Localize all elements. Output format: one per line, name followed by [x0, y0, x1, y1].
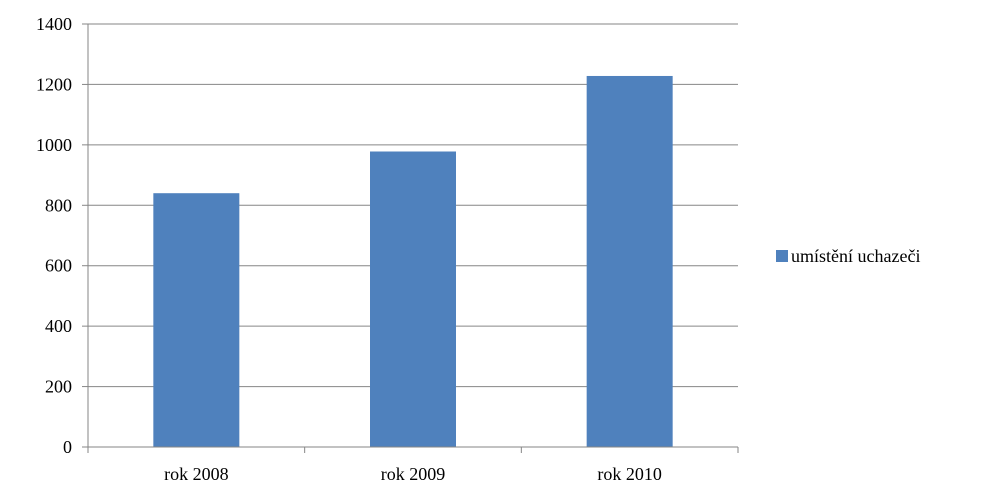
y-tick-label: 1200 [36, 74, 72, 94]
bar-rok-2009 [370, 151, 456, 448]
y-tick-label: 1000 [36, 135, 72, 155]
bar-rok-2010 [586, 75, 673, 448]
y-tick-label: 600 [45, 256, 72, 276]
x-tick-label: rok 2009 [381, 464, 446, 484]
y-tick-label: 1400 [36, 14, 72, 34]
bar-series [153, 75, 673, 448]
bar-rok-2008 [153, 193, 240, 447]
y-axis-ticks: 0 200 400 600 800 1000 1200 1400 [36, 14, 88, 457]
y-tick-label: 400 [45, 316, 72, 336]
y-tick-label: 0 [63, 437, 72, 457]
legend-swatch [776, 250, 788, 262]
x-tick-label: rok 2010 [597, 464, 662, 484]
legend: umístění uchazeči [776, 246, 920, 266]
y-tick-label: 200 [45, 377, 72, 397]
x-axis-ticks: rok 2008 rok 2009 rok 2010 [87, 447, 739, 484]
y-tick-label: 800 [45, 195, 72, 215]
legend-label: umístění uchazeči [791, 246, 920, 266]
axes [87, 24, 738, 448]
x-tick-label: rok 2008 [164, 464, 229, 484]
